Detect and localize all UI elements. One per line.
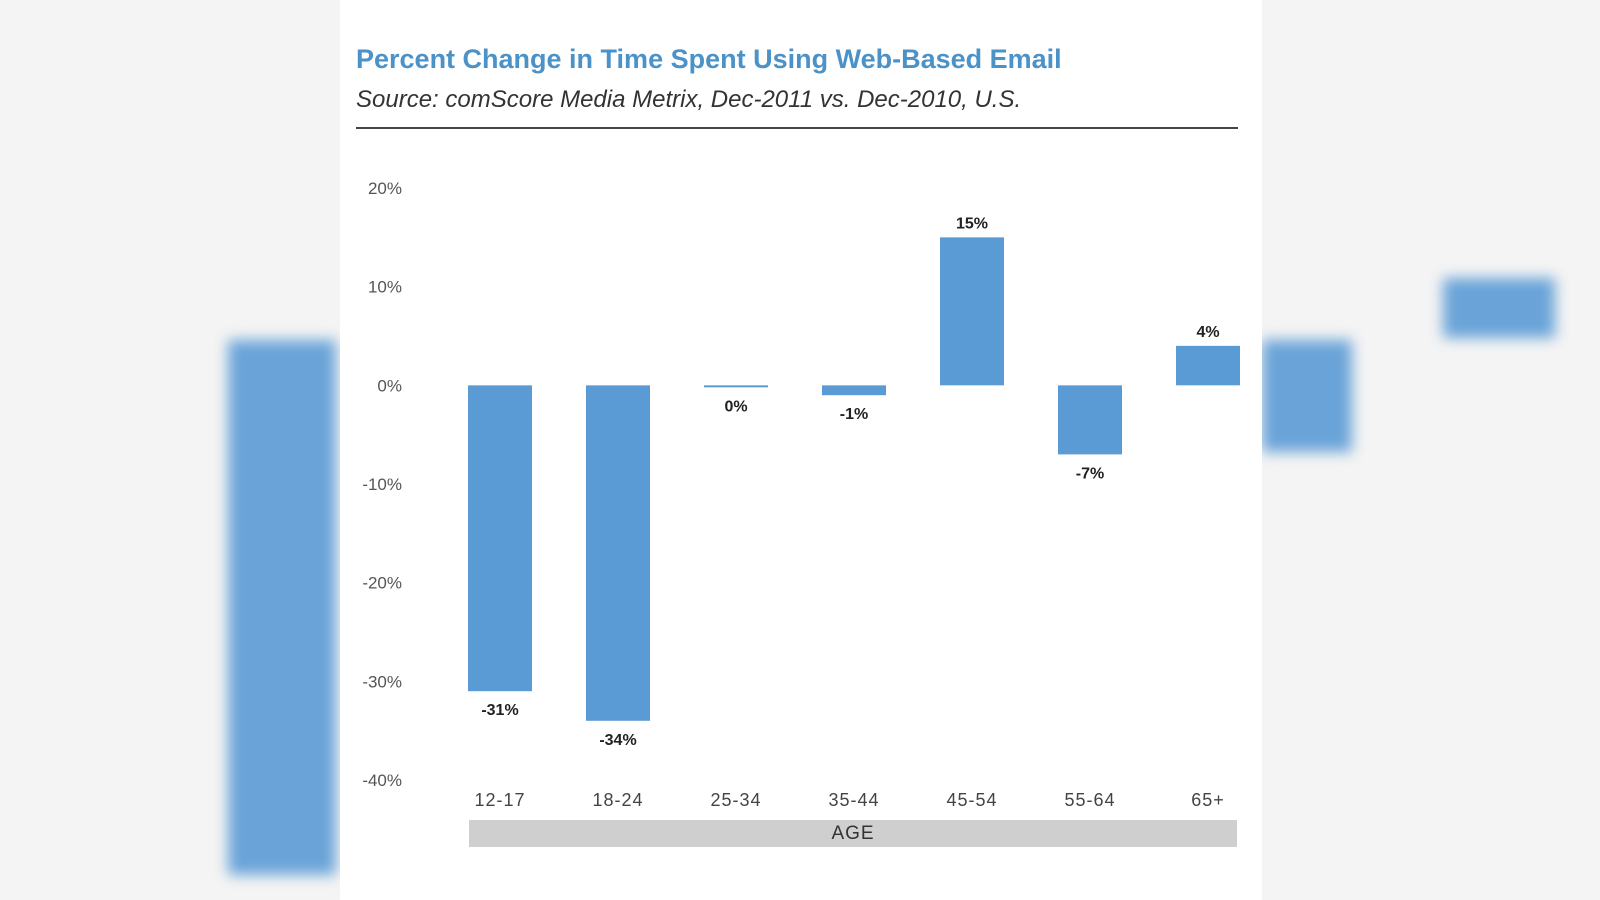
title-divider: [356, 127, 1238, 129]
chart-card: Percent Change in Time Spent Using Web-B…: [340, 0, 1262, 900]
bar-12-17: [468, 385, 532, 692]
x-tick-label: 35-44: [828, 790, 879, 810]
x-tick-label: 18-24: [592, 790, 643, 810]
data-label-35-44: -1%: [840, 406, 868, 423]
y-tick-label: -40%: [362, 771, 402, 790]
backdrop-bar-right-neg: [1262, 340, 1352, 452]
backdrop-bar-right-pos: [1443, 278, 1555, 338]
bar-65+: [1176, 345, 1240, 386]
data-label-25-34: 0%: [724, 398, 747, 415]
chart-title: Percent Change in Time Spent Using Web-B…: [356, 44, 1062, 74]
y-tick-label: 0%: [377, 376, 402, 395]
x-axis-label: AGE: [469, 820, 1237, 847]
data-label-18-24: -34%: [599, 732, 636, 749]
x-tick-label: 25-34: [710, 790, 761, 810]
y-tick-label: -10%: [362, 475, 402, 494]
x-tick-label: 65+: [1191, 790, 1225, 810]
x-tick-label: 12-17: [474, 790, 525, 810]
chart-subtitle: Source: comScore Media Metrix, Dec-2011 …: [356, 86, 1022, 113]
bar-18-24: [586, 385, 650, 721]
data-label-55-64: -7%: [1076, 465, 1104, 482]
data-label-45-54: 15%: [956, 215, 988, 232]
backdrop-bar-left: [228, 340, 336, 875]
y-tick-label: 20%: [368, 179, 402, 198]
x-tick-label: 55-64: [1064, 790, 1115, 810]
bar-35-44: [822, 385, 886, 396]
bar-45-54: [940, 237, 1004, 386]
data-label-65+: 4%: [1196, 324, 1219, 341]
bar-chart: 20% 10% 0% -10% -20% -30% -40% -31% 12-17 -34% 18-…: [362, 179, 1240, 810]
y-tick-label: -30%: [362, 672, 402, 691]
bar-55-64: [1058, 385, 1122, 455]
data-label-12-17: -31%: [481, 702, 518, 719]
bar-25-34: [704, 385, 768, 388]
y-tick-label: 10%: [368, 278, 402, 297]
y-tick-label: -20%: [362, 574, 402, 593]
x-tick-label: 45-54: [946, 790, 997, 810]
